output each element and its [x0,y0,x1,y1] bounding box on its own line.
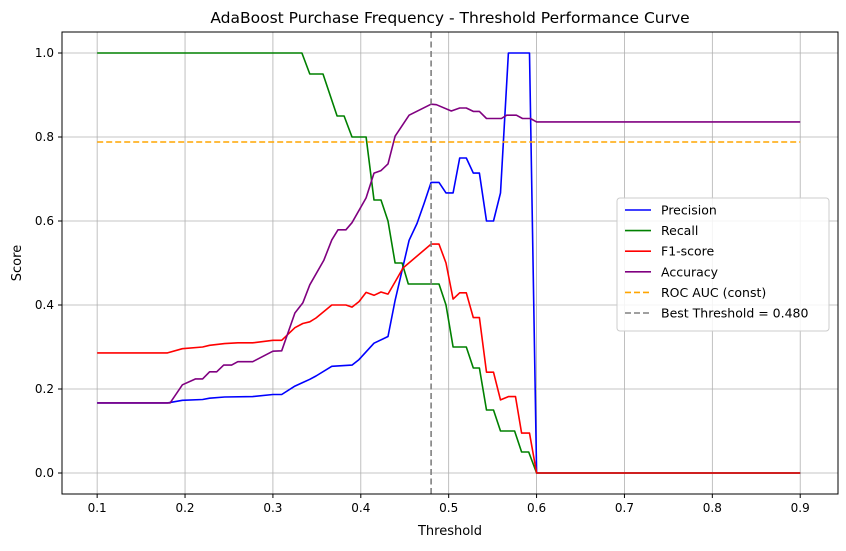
x-tick-label: 0.9 [791,501,810,515]
chart-title: AdaBoost Purchase Frequency - Threshold … [210,9,689,27]
y-tick-label: 0.0 [35,466,54,480]
legend-label: F1-score [661,244,715,259]
series-line-accuracy [97,103,801,404]
series-line-f1-score [97,243,801,474]
legend-label: Accuracy [661,264,719,279]
legend: Precision Recall F1-score Accuracy ROC AUC (… [616,197,830,332]
plot-frame [61,31,839,495]
x-tick-label: 0.3 [263,501,282,515]
x-tick-label: 0.6 [527,501,546,515]
legend-label: Best Threshold = 0.480 [661,306,809,321]
x-tick-label: 0.8 [703,501,722,515]
y-tick-label: 0.2 [35,382,54,396]
axis-ticks: 0.1 0.2 0.3 0.4 0.5 0.6 0.7 0.8 0.9 0.0 0.2 0.4 0.6 0… [35,46,810,515]
legend-box [616,197,830,332]
x-tick-label: 0.2 [175,501,194,515]
x-axis-label: Threshold [417,524,482,539]
legend-label: ROC AUC (const) [661,285,766,300]
y-tick-label: 0.8 [35,130,54,144]
series-line-recall [97,52,801,474]
series-lines [97,32,801,494]
x-tick-label: 0.7 [615,501,634,515]
y-tick-label: 0.6 [35,214,54,228]
x-tick-label: 0.5 [439,501,458,515]
y-tick-label: 0.4 [35,298,54,312]
legend-label: Precision [661,203,717,218]
x-tick-label: 0.4 [351,501,370,515]
x-tick-label: 0.1 [88,501,107,515]
y-axis-label: Score [10,245,25,281]
legend-label: Recall [661,223,698,238]
y-tick-label: 1.0 [35,46,54,60]
